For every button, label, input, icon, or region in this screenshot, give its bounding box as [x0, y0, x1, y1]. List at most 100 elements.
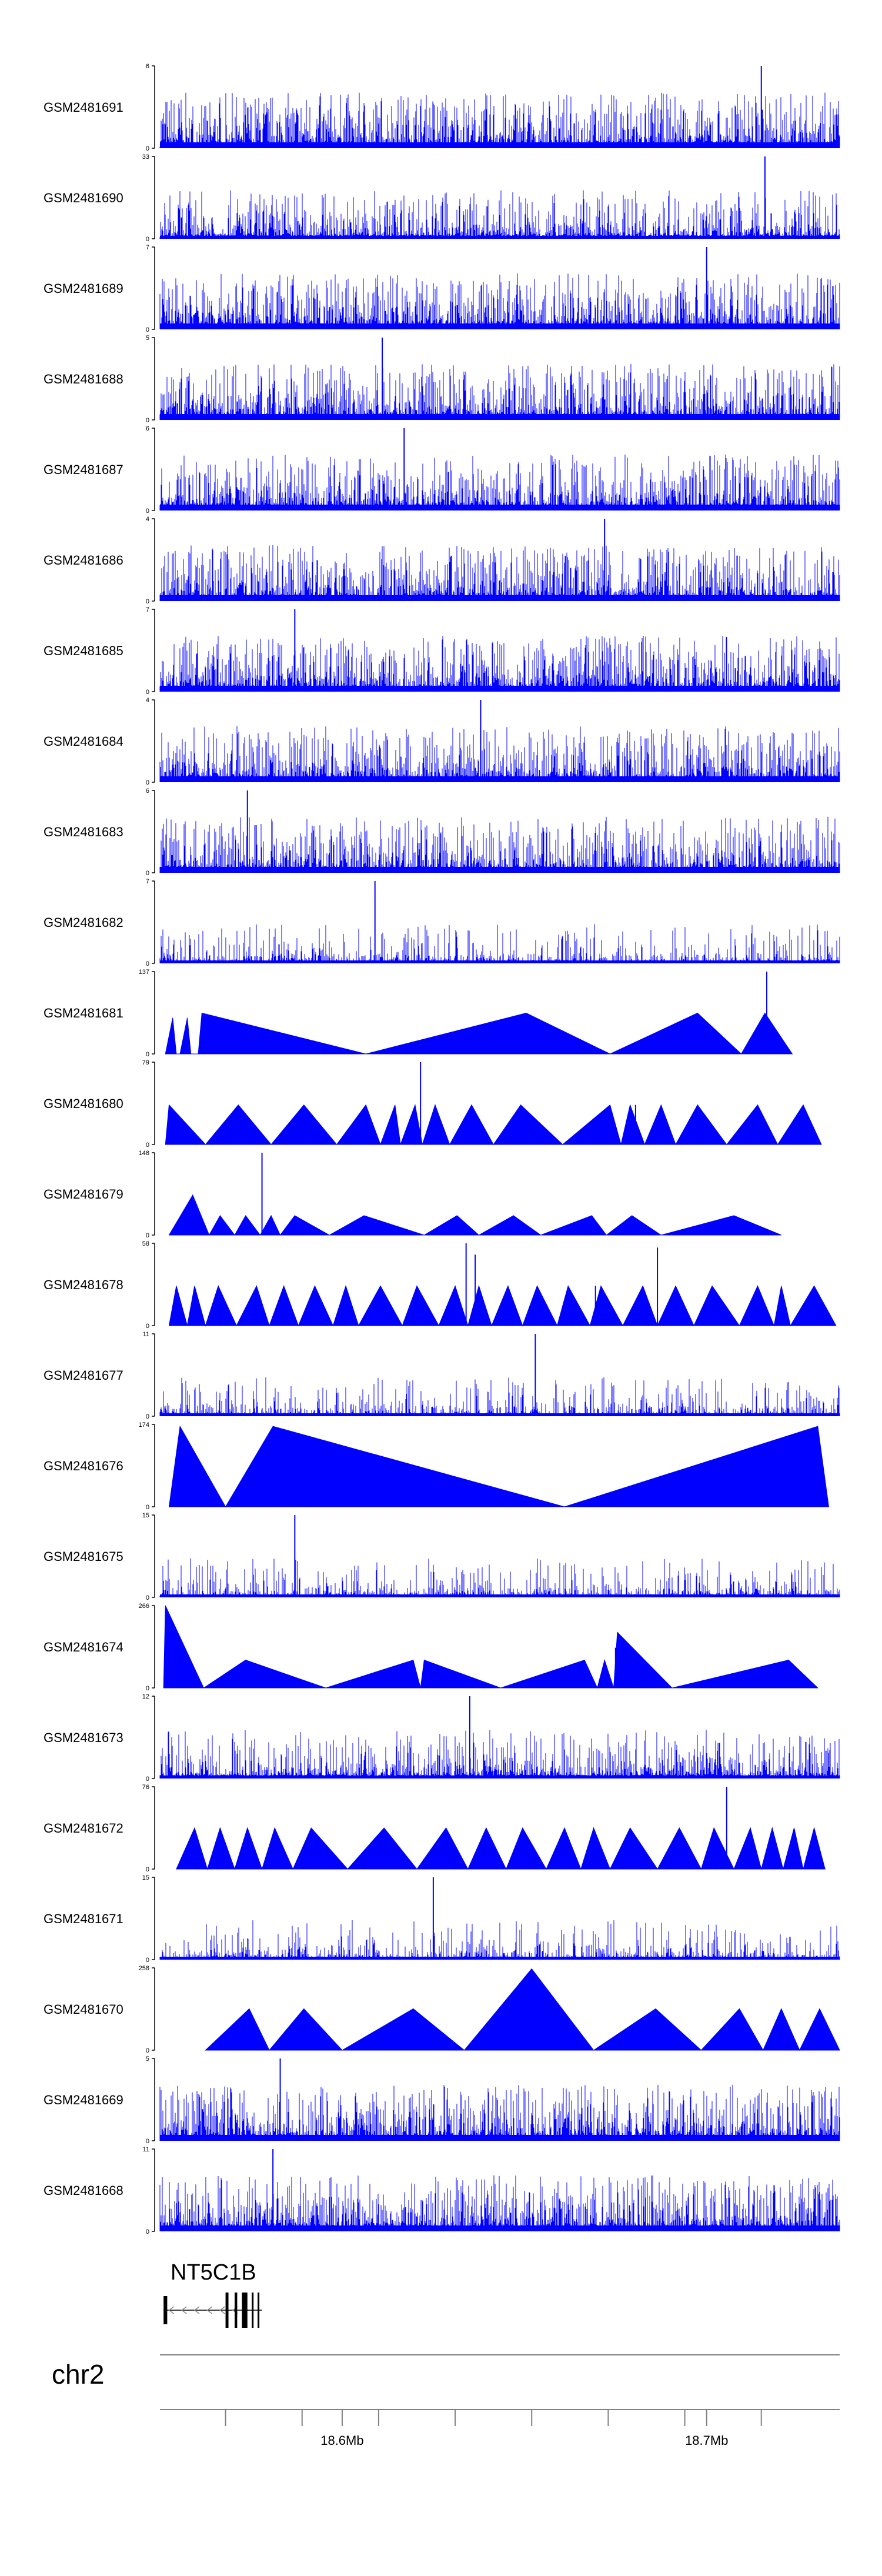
signal-area	[163, 1605, 819, 1689]
y-zero-label: 0	[146, 236, 149, 243]
signal-baseline	[160, 323, 840, 329]
track-GSM2481673: GSM2481673 12 0	[44, 1693, 840, 1783]
track-label: GSM2481682	[44, 915, 123, 930]
track-GSM2481676: GSM2481676 174 0	[44, 1422, 829, 1511]
signal-baseline	[160, 1413, 840, 1416]
track-GSM2481687: GSM2481687 6 0	[44, 425, 840, 515]
y-zero-label: 0	[146, 2047, 149, 2054]
gene-exon	[163, 2296, 168, 2324]
y-zero-label: 0	[146, 960, 149, 967]
data-tracks: GSM248169160GSM2481690330GSM248168970GSM…	[44, 63, 840, 2235]
strand-arrow	[219, 2306, 225, 2314]
track-label: GSM2481683	[44, 825, 123, 839]
track-GSM2481686: GSM2481686 4 0	[44, 516, 840, 605]
signal-area	[165, 1103, 822, 1146]
y-max-label: 79	[142, 1059, 149, 1066]
y-zero-label: 0	[146, 1413, 149, 1420]
track-label: GSM2481676	[44, 1459, 123, 1473]
track-label: GSM2481668	[44, 2183, 123, 2198]
signal-bars	[159, 454, 840, 510]
track-label: GSM2481677	[44, 1368, 123, 1383]
y-zero-label: 0	[146, 1866, 149, 1873]
track-label: GSM2481675	[44, 1549, 123, 1564]
track-GSM2481684: GSM2481684 4 0	[44, 697, 840, 786]
track-label: GSM2481684	[44, 734, 123, 749]
track-GSM2481675: GSM2481675 15 0	[44, 1512, 840, 1601]
track-GSM2481681: GSM2481681 137 0	[44, 969, 793, 1058]
track-label: GSM2481678	[44, 1277, 123, 1292]
signal-bars	[159, 1377, 840, 1416]
signal-baseline	[160, 2135, 840, 2141]
signal-bars	[159, 1730, 840, 1778]
signal-bars	[159, 92, 840, 148]
signal-baseline	[160, 1776, 840, 1778]
signal-area	[168, 1425, 829, 1507]
y-max-label: 148	[139, 1150, 149, 1157]
track-label: GSM2481672	[44, 1821, 123, 1836]
track-GSM2481668: GSM2481668 11 0	[44, 2146, 840, 2235]
y-zero-label: 0	[146, 1323, 149, 1330]
y-zero-label: 0	[146, 2228, 149, 2235]
axis-tick-label: 18.7Mb	[685, 2433, 728, 2448]
y-max-label: 7	[146, 878, 149, 885]
y-max-label: 15	[142, 1512, 149, 1519]
y-max-label: 15	[142, 1874, 149, 1881]
y-zero-label: 0	[146, 1776, 149, 1783]
y-zero-label: 0	[146, 326, 149, 333]
signal-baseline	[160, 142, 840, 148]
y-zero-label: 0	[146, 1232, 149, 1239]
track-label: GSM2481671	[44, 1911, 123, 1926]
signal-area	[168, 1284, 837, 1327]
y-zero-label: 0	[146, 508, 149, 515]
track-GSM2481683: GSM2481683 6 0	[44, 788, 840, 877]
y-max-label: 6	[146, 63, 149, 70]
signal-bars	[159, 816, 840, 873]
y-zero-label: 0	[146, 779, 149, 786]
track-GSM2481682: GSM2481682 7 0	[44, 878, 840, 967]
track-GSM2481679: GSM2481679 148 0	[44, 1150, 781, 1239]
y-zero-label: 0	[146, 1957, 149, 1964]
signal-bars	[159, 1558, 840, 1597]
signal-bars	[159, 2175, 840, 2231]
signal-bars	[159, 273, 840, 329]
signal-bars	[159, 726, 840, 782]
gene-exon	[258, 2293, 260, 2328]
track-GSM2481671: GSM2481671 15 0	[44, 1874, 840, 1964]
chromosome-label: chr2	[52, 2359, 104, 2390]
track-label: GSM2481691	[44, 100, 123, 115]
track-label: GSM2481669	[44, 2093, 123, 2107]
signal-bars	[159, 364, 840, 420]
signal-area	[205, 1968, 840, 2051]
signal-baseline	[160, 776, 840, 782]
y-zero-label: 0	[146, 689, 149, 696]
track-GSM2481690: GSM2481690 33 0	[44, 154, 840, 243]
y-max-label: 11	[143, 2146, 149, 2153]
strand-arrow	[181, 2306, 187, 2314]
chromosome-track: chr2	[52, 2354, 840, 2390]
signal-bars	[159, 190, 840, 239]
strand-arrow	[193, 2306, 200, 2314]
signal-bars	[159, 1920, 840, 1960]
track-GSM2481688: GSM2481688 5 0	[44, 335, 840, 424]
y-zero-label: 0	[146, 1142, 149, 1149]
track-GSM2481677: GSM2481677 11 0	[44, 1331, 840, 1420]
y-max-label: 258	[139, 1965, 149, 1972]
signal-baseline	[160, 414, 840, 420]
track-label: GSM2481674	[44, 1640, 123, 1654]
y-max-label: 76	[142, 1784, 149, 1791]
y-zero-label: 0	[146, 598, 149, 605]
track-GSM2481669: GSM2481669 5 0	[44, 2056, 840, 2145]
y-max-label: 266	[139, 1603, 149, 1610]
signal-baseline	[160, 1957, 840, 1960]
y-max-label: 11	[143, 1331, 149, 1338]
signal-baseline	[160, 595, 840, 601]
gene-name-label: NT5C1B	[171, 2260, 256, 2285]
signal-baseline	[160, 1594, 840, 1597]
track-GSM2481680: GSM2481680 79 0	[44, 1059, 822, 1149]
y-max-label: 58	[142, 1240, 149, 1247]
track-label: GSM2481681	[44, 1006, 123, 1020]
y-max-label: 5	[146, 2056, 149, 2063]
signal-bars	[159, 924, 840, 963]
strand-arrow	[168, 2306, 175, 2314]
